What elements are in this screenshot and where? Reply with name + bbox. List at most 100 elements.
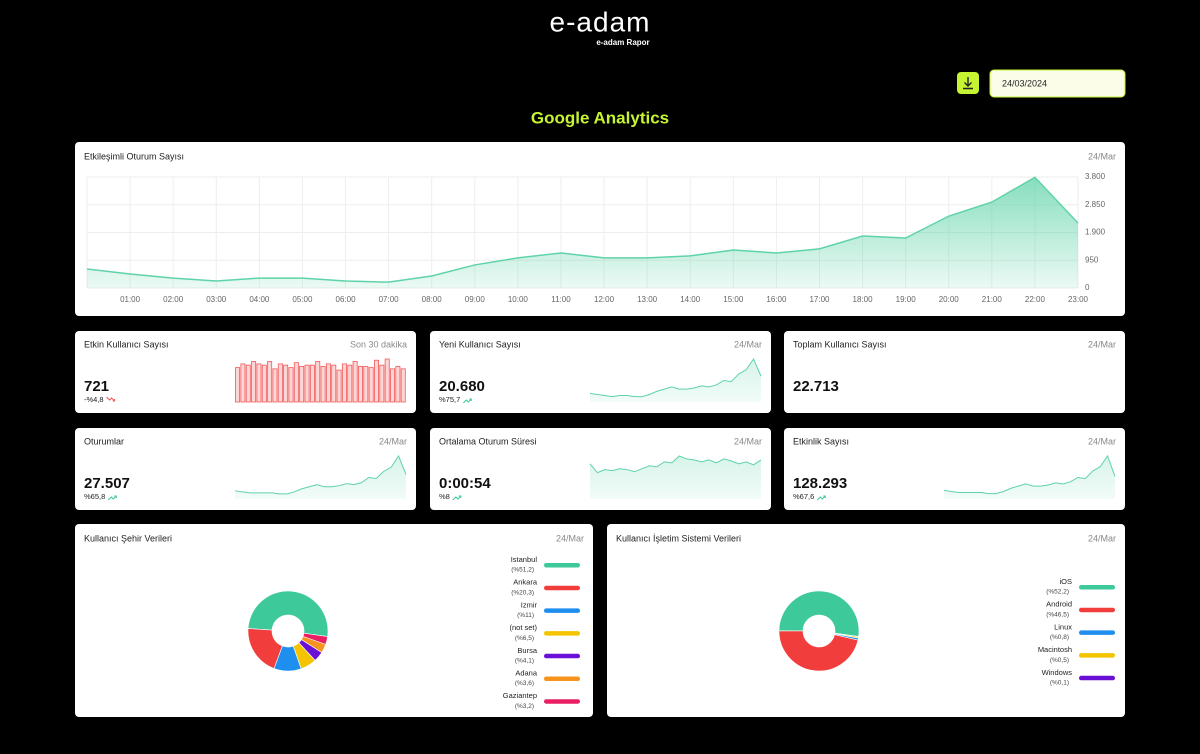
legend-swatch bbox=[544, 608, 580, 613]
legend-value: (%4,1) bbox=[515, 658, 534, 665]
legend-swatch bbox=[1079, 585, 1115, 590]
page-title: Google Analytics bbox=[531, 108, 669, 127]
bar bbox=[235, 367, 241, 403]
legend-label: Bursa bbox=[517, 646, 537, 655]
legend-swatch bbox=[544, 563, 580, 568]
card-title: Oturumlar bbox=[84, 436, 124, 446]
date-value: 24/03/2024 bbox=[1002, 78, 1047, 88]
legend-label: Linux bbox=[1054, 622, 1072, 631]
card-value: 128.293 bbox=[793, 475, 847, 492]
bar bbox=[336, 369, 342, 403]
card bbox=[784, 331, 1125, 413]
subtitle: e-adam Rapor bbox=[596, 38, 649, 47]
donut-slice bbox=[302, 632, 328, 645]
x-tick-label: 09:00 bbox=[465, 295, 486, 304]
y-tick-label: 2.850 bbox=[1085, 200, 1106, 209]
bar bbox=[400, 368, 406, 403]
legend-label: Adana bbox=[515, 668, 538, 677]
x-tick-label: 20:00 bbox=[939, 295, 960, 304]
spark-area bbox=[590, 456, 761, 499]
legend-label: Macintosh bbox=[1038, 645, 1072, 654]
x-tick-label: 15:00 bbox=[723, 295, 744, 304]
bar bbox=[251, 361, 257, 403]
card-change: -%4,8 bbox=[84, 395, 104, 404]
bar bbox=[384, 358, 390, 403]
bar bbox=[240, 363, 246, 403]
card-title: Etkin Kullanıcı Sayısı bbox=[84, 339, 169, 349]
legend-label: Istanbul bbox=[511, 555, 538, 564]
bar bbox=[347, 364, 353, 403]
card-change: %8 bbox=[439, 492, 450, 501]
bar bbox=[261, 364, 267, 403]
card-period: 24/Mar bbox=[1088, 436, 1116, 446]
bar bbox=[267, 361, 273, 403]
y-tick-label: 3.800 bbox=[1085, 172, 1106, 181]
legend-label: Izmir bbox=[521, 600, 538, 609]
legend-value: (%11) bbox=[517, 612, 534, 619]
x-tick-label: 10:00 bbox=[508, 295, 529, 304]
legend-swatch bbox=[1079, 607, 1115, 613]
legend-value: (%0,5) bbox=[1050, 657, 1069, 664]
card-period: 24/Mar bbox=[379, 436, 407, 446]
x-tick-label: 07:00 bbox=[379, 295, 400, 304]
card-title: Kullanıcı Şehir Verileri bbox=[84, 533, 172, 543]
legend-value: (%51,2) bbox=[511, 567, 534, 574]
x-tick-label: 08:00 bbox=[422, 295, 443, 304]
spark-area bbox=[590, 359, 761, 402]
legend-value: (%52,2) bbox=[1046, 589, 1069, 596]
line bbox=[86, 176, 1079, 283]
bar bbox=[374, 359, 379, 403]
bar bbox=[352, 361, 358, 403]
donut-slice bbox=[247, 590, 329, 637]
x-tick-label: 17:00 bbox=[809, 295, 830, 304]
x-tick-label: 16:00 bbox=[766, 295, 787, 304]
bar bbox=[272, 368, 278, 403]
area bbox=[87, 177, 1078, 288]
x-tick-label: 13:00 bbox=[637, 295, 658, 304]
x-tick-label: 05:00 bbox=[292, 295, 313, 304]
trend-icon bbox=[462, 398, 472, 404]
x-tick-label: 01:00 bbox=[120, 295, 141, 304]
bar bbox=[256, 363, 262, 403]
bar bbox=[304, 364, 310, 403]
legend-swatch bbox=[544, 631, 580, 636]
bar bbox=[315, 361, 321, 403]
legend-value: (%6,5) bbox=[515, 635, 534, 642]
date-input[interactable] bbox=[989, 69, 1126, 98]
legend-swatch bbox=[1079, 630, 1115, 635]
card-title: Kullanıcı İşletim Sistemi Verileri bbox=[616, 533, 741, 543]
bar bbox=[293, 362, 299, 403]
legend-label: (not set) bbox=[509, 623, 537, 632]
legend-label: Android bbox=[1046, 600, 1072, 609]
bar bbox=[368, 367, 374, 403]
legend-value: (%3,6) bbox=[515, 680, 534, 687]
bar bbox=[379, 364, 385, 403]
x-tick-label: 22:00 bbox=[1025, 295, 1046, 304]
x-tick-label: 14:00 bbox=[680, 295, 701, 304]
legend-swatch bbox=[544, 585, 580, 591]
card-title: Ortalama Oturum Süresi bbox=[439, 436, 537, 446]
x-tick-label: 12:00 bbox=[594, 295, 615, 304]
trend-icon bbox=[106, 396, 116, 402]
legend-value: (%46,5) bbox=[1046, 611, 1069, 618]
y-tick-label: 1.900 bbox=[1085, 228, 1106, 237]
bar bbox=[283, 364, 289, 403]
bar bbox=[341, 363, 347, 403]
logo: e-adam bbox=[550, 6, 651, 37]
card bbox=[75, 524, 593, 717]
bar bbox=[245, 364, 251, 403]
spark-line bbox=[234, 454, 407, 495]
bar bbox=[331, 364, 337, 403]
bar bbox=[363, 365, 369, 403]
card-title: Toplam Kullanıcı Sayısı bbox=[793, 339, 887, 349]
card-value: 22.713 bbox=[793, 378, 839, 395]
card-title: Yeni Kullanıcı Sayısı bbox=[439, 339, 521, 349]
card-title: Etkinlik Sayısı bbox=[793, 436, 849, 446]
donut-slice bbox=[834, 632, 859, 638]
spark-area bbox=[944, 456, 1115, 499]
legend-value: (%0,1) bbox=[1050, 680, 1069, 687]
x-tick-label: 11:00 bbox=[551, 295, 571, 304]
card-value: 27.507 bbox=[84, 475, 130, 492]
